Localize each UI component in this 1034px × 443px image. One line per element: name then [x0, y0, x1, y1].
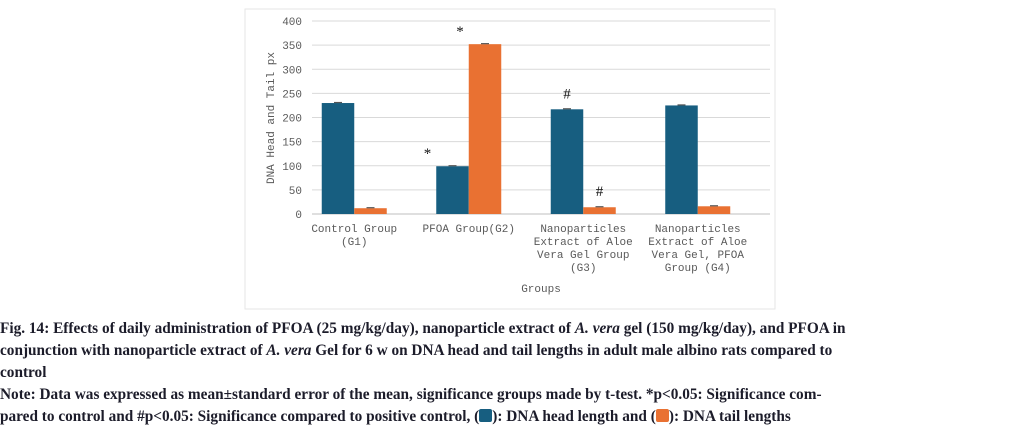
tail-length-bar [697, 206, 731, 214]
tail-legend-swatch [655, 409, 669, 422]
significance-mark: # [596, 184, 604, 200]
y-tick-label: 0 [295, 210, 302, 222]
y-tick-label: 300 [282, 65, 302, 77]
head-legend-swatch [479, 409, 493, 422]
tail-length-bar [468, 44, 502, 214]
x-tick-label: Vera Gel, PFOA [652, 250, 745, 262]
x-tick-label: Nanoparticles [540, 224, 626, 236]
y-axis-label: DNA Head and Tail px [266, 52, 278, 184]
bar-chart: 0 50 100 150 200 250 300 350 400 Control Group(G1… [244, 8, 776, 310]
y-tick-label: 100 [282, 162, 302, 174]
tail-length-bar [354, 208, 387, 214]
significance-mark: # [563, 86, 571, 102]
x-tick-label: (G1) [341, 237, 367, 249]
x-tick-label: Extract of Aloe [534, 237, 633, 249]
head-length-bar [550, 109, 584, 214]
y-tick-label: 150 [282, 138, 302, 150]
x-tick-label: PFOA Group(G2) [423, 224, 515, 236]
y-tick-label: 250 [282, 89, 302, 101]
x-axis-label: Groups [521, 284, 561, 296]
y-tick-label: 200 [282, 114, 302, 126]
head-length-bar [321, 103, 355, 214]
x-tick-label: Nanoparticles [655, 224, 741, 236]
head-length-bar [665, 105, 698, 214]
head-length-bar [436, 166, 469, 214]
significance-mark: * [456, 24, 464, 40]
x-tick-label: Vera Gel Group [537, 250, 629, 262]
y-tick-label: 50 [289, 186, 302, 198]
y-tick-label: 350 [282, 41, 302, 53]
figure-caption: Fig. 14: Effects of daily administration… [0, 320, 846, 381]
x-tick-label: Group (G4) [665, 263, 731, 275]
x-tick-label: (G3) [570, 263, 596, 275]
figure-note: Note: Data was expressed as mean±standar… [0, 386, 822, 425]
x-tick-label: Control Group [311, 224, 397, 236]
y-tick-label: 400 [282, 17, 302, 29]
significance-mark: * [424, 146, 432, 162]
x-tick-label: Extract of Aloe [648, 237, 747, 249]
tail-length-bar [583, 207, 616, 214]
